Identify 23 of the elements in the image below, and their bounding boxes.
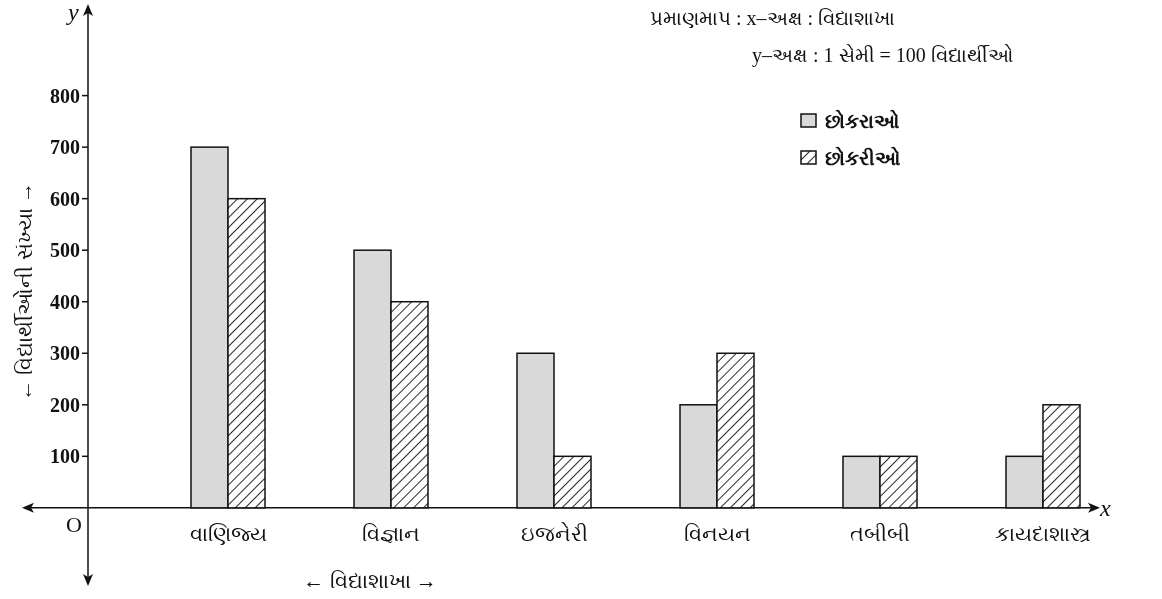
- annotation: y–અક્ષ : 1 સેમી = 100 વિદ્યાર્થીઓ: [752, 44, 1013, 67]
- x-tick-label: વિજ્ઞાન: [362, 521, 420, 546]
- x-tick-label: કાયદાશાસ્ત્ર: [995, 521, 1091, 546]
- y-tick-label: 400: [50, 290, 80, 313]
- annotation: O: [66, 511, 82, 537]
- text: x: [1099, 494, 1111, 521]
- annotation: y: [66, 0, 79, 25]
- legend-label: છોકરાઓ: [825, 109, 900, 132]
- annotation: પ્રમાણમાપ : x–અક્ષ : વિદ્યાશાખા: [650, 7, 896, 29]
- x-axis-title: ← વિદ્યાશાખા →: [303, 569, 437, 593]
- x-tick-label: વિનયન: [683, 521, 751, 546]
- y-tick-label: 300: [50, 342, 80, 365]
- y-tick-label: 800: [50, 84, 80, 107]
- x-tick-label: તબીબી: [850, 521, 910, 546]
- y-tick-label: 700: [50, 136, 80, 159]
- y-axis-title: ← વિદ્યાર્થીઓની સંખ્યા →: [13, 182, 37, 401]
- y-tick-label: 500: [50, 239, 80, 262]
- x-tick-label: ઇજનેરી: [520, 521, 588, 546]
- y-tick-label: 600: [50, 187, 80, 210]
- y-tick-label: 100: [50, 445, 80, 468]
- x-tick-label: વાણિજ્ય: [189, 521, 267, 546]
- y-tick-label: 200: [50, 393, 80, 416]
- legend-label: છોકરીઓ: [825, 146, 901, 169]
